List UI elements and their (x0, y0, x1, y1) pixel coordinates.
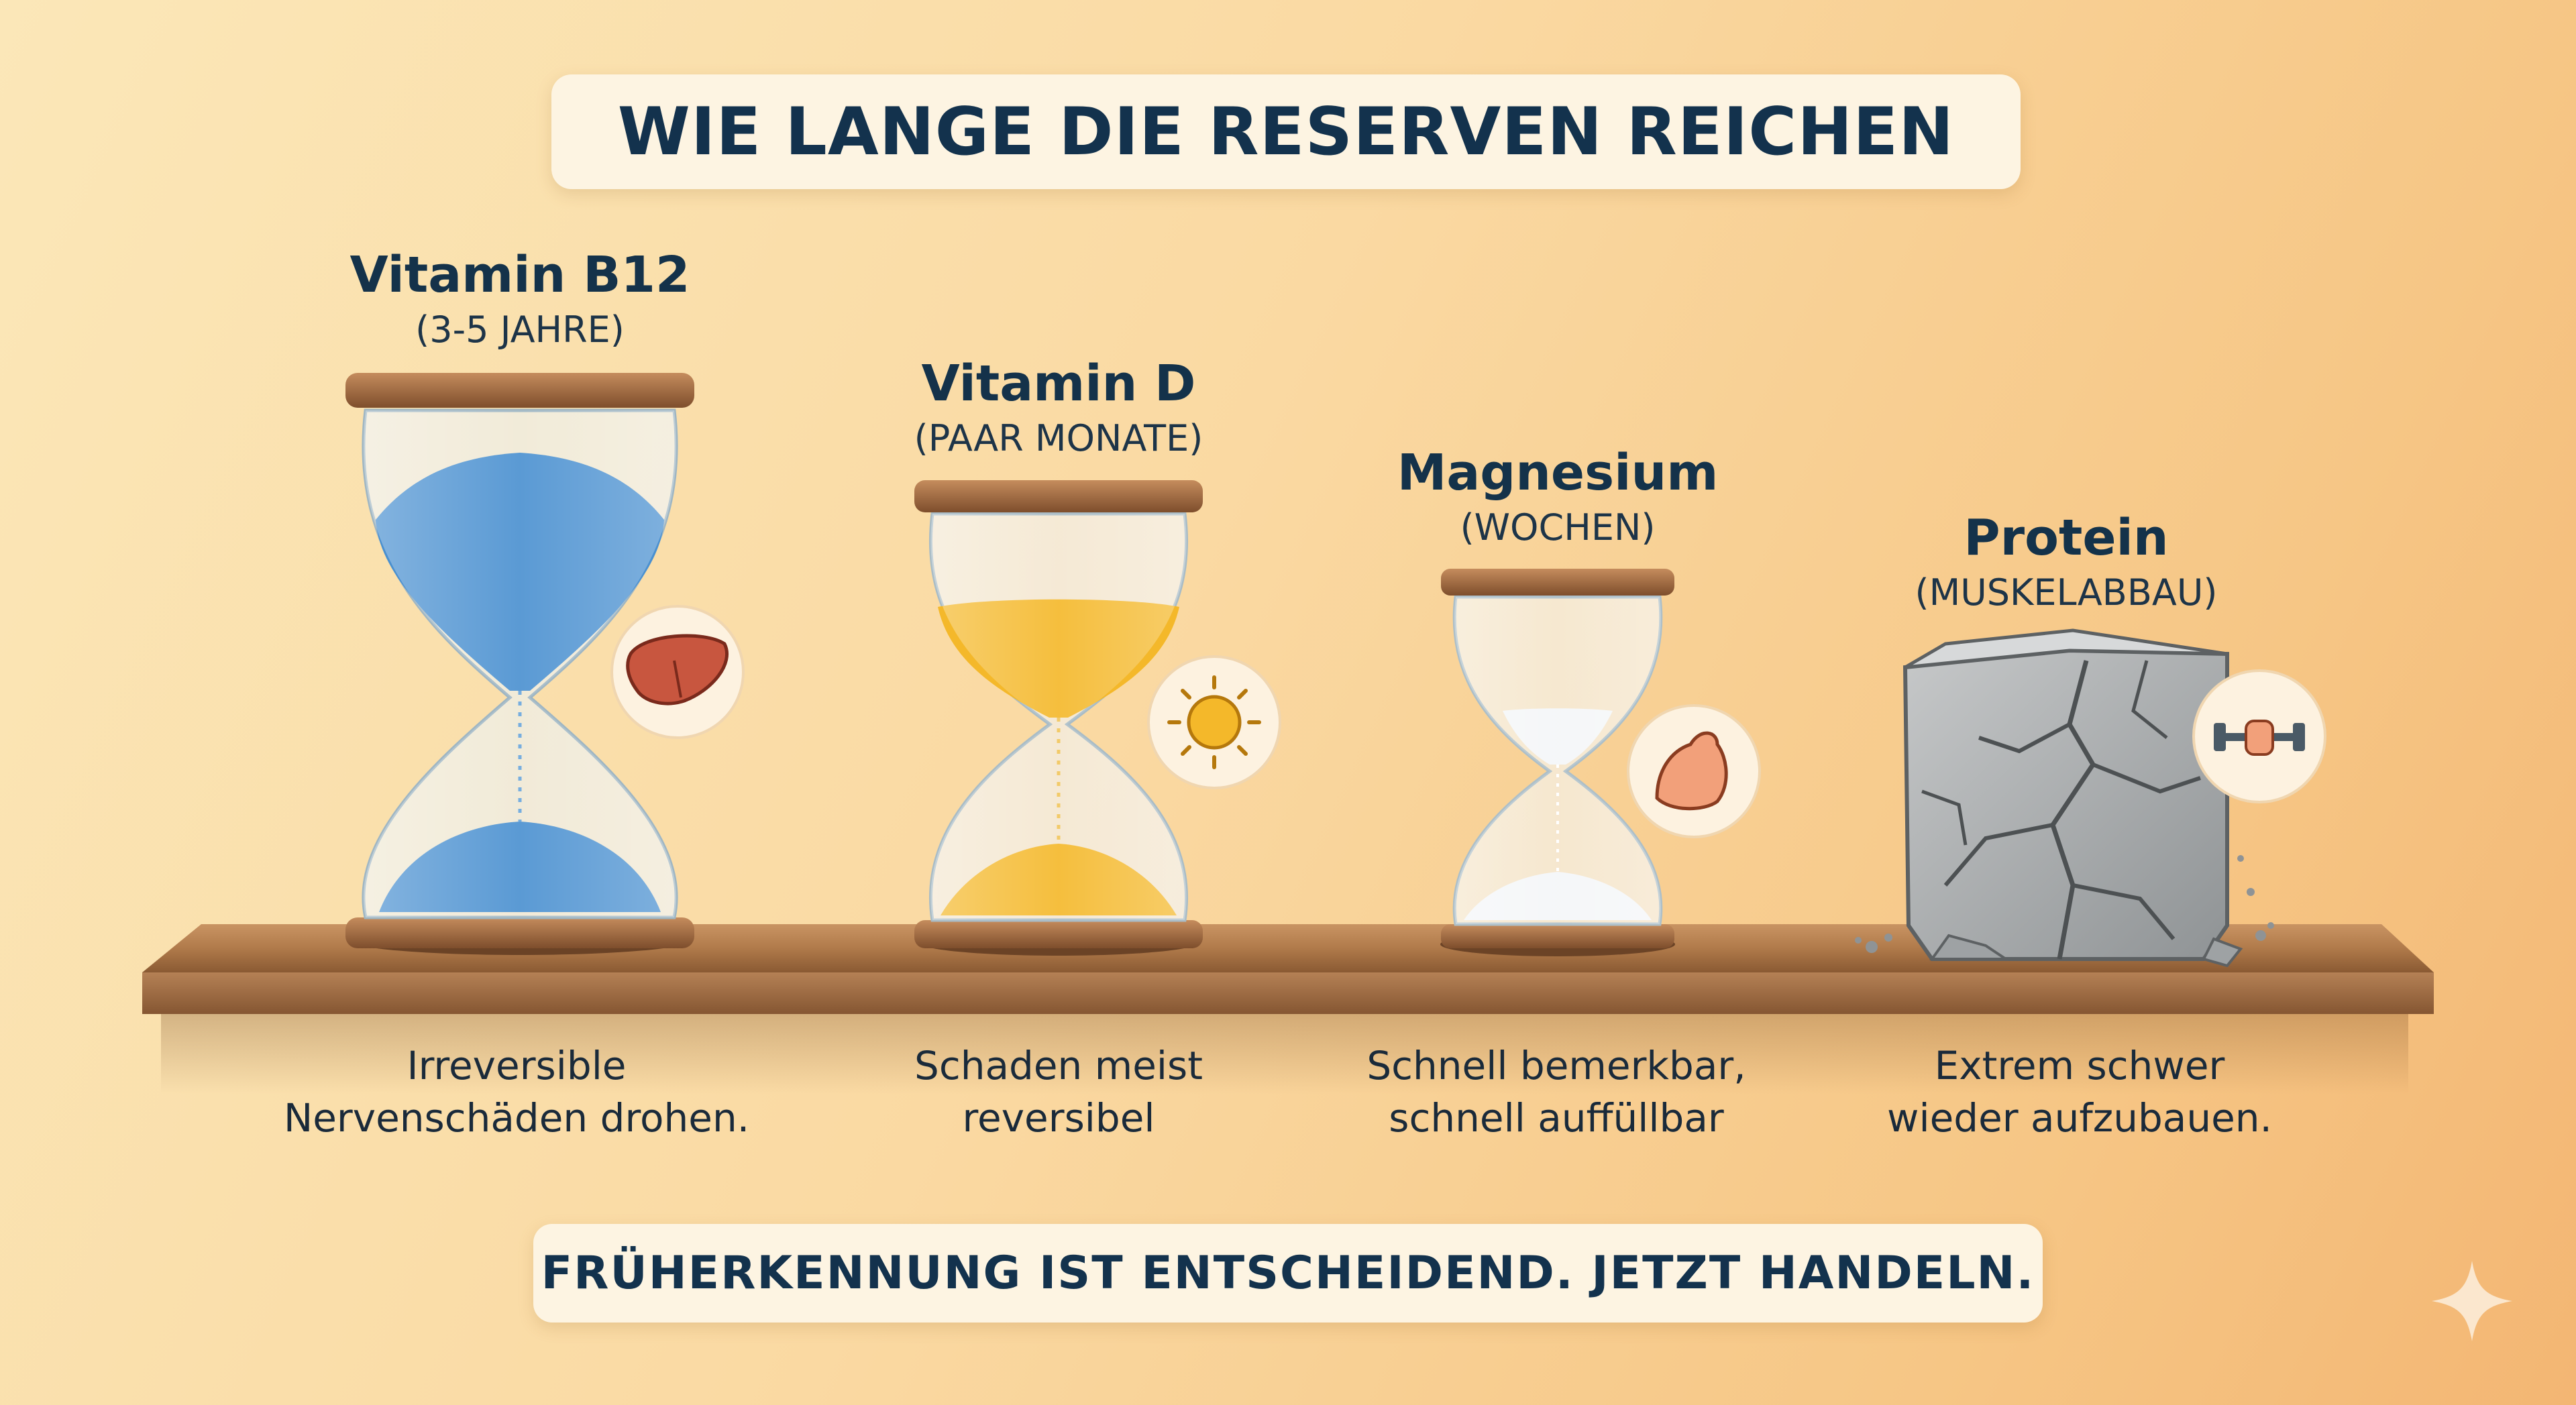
page-title: WIE LANGE DIE RESERVEN REICHEN (617, 93, 1955, 170)
heading-protein: Protein (MUSKELABBAU) (1798, 513, 2334, 611)
item-name: Magnesium (1397, 444, 1719, 502)
item-duration: (PAAR MONATE) (914, 417, 1203, 459)
item-duration: (3-5 JAHRE) (415, 308, 625, 351)
heading-vitamin-d: Vitamin D (PAAR MONATE) (790, 359, 1327, 457)
sun-icon (1147, 655, 1281, 789)
caption-line: Extrem schwer (1934, 1043, 2225, 1088)
title-banner: WIE LANGE DIE RESERVEN REICHEN (551, 74, 2021, 189)
hourglass-vitamin-d (914, 480, 1203, 956)
caption-vitamin-b12: Irreversible Nervenschäden drohen. (215, 1039, 818, 1144)
hourglass-vitamin-b12 (345, 373, 694, 955)
caption-line: Schnell bemerkbar, (1366, 1043, 1746, 1088)
caption-line: wieder aufzubauen. (1887, 1095, 2272, 1141)
caption-line: reversibel (962, 1095, 1155, 1141)
item-duration: (WOCHEN) (1460, 506, 1656, 549)
caption-protein: Extrem schwer wieder aufzubauen. (1778, 1039, 2381, 1144)
item-name: Protein (1964, 509, 2169, 567)
shelf-top (142, 924, 2434, 972)
shelf-shadow (161, 1014, 2408, 1094)
caption-magnesium: Schnell bemerkbar, schnell auffüllbar (1254, 1039, 1858, 1144)
item-name: Vitamin D (921, 355, 1196, 412)
caption-line: Nervenschäden drohen. (283, 1095, 750, 1141)
sparkle-icon (2432, 1261, 2512, 1341)
caption-line: Irreversible (407, 1043, 627, 1088)
item-duration: (MUSKELABBAU) (1915, 571, 2218, 614)
hourglass-magnesium (1440, 569, 1675, 956)
footer-text: FRÜHERKENNUNG IST ENTSCHEIDEND. JETZT HA… (541, 1247, 2035, 1300)
flexed-arm-icon (1627, 704, 1761, 838)
heading-vitamin-b12: Vitamin B12 (3-5 JAHRE) (252, 250, 788, 348)
item-name: Vitamin B12 (350, 246, 690, 304)
caption-vitamin-d: Schaden meist reversibel (757, 1039, 1360, 1144)
footer-banner: FRÜHERKENNUNG IST ENTSCHEIDEND. JETZT HA… (533, 1224, 2043, 1323)
liver-icon (610, 605, 745, 739)
heading-magnesium: Magnesium (WOCHEN) (1289, 448, 1826, 546)
stone-block-protein (1855, 628, 2274, 968)
caption-line: Schaden meist (914, 1043, 1203, 1088)
dumbbell-fist-icon (2192, 669, 2326, 803)
shelf-front (142, 972, 2434, 1014)
caption-line: schnell auffüllbar (1389, 1095, 1724, 1141)
